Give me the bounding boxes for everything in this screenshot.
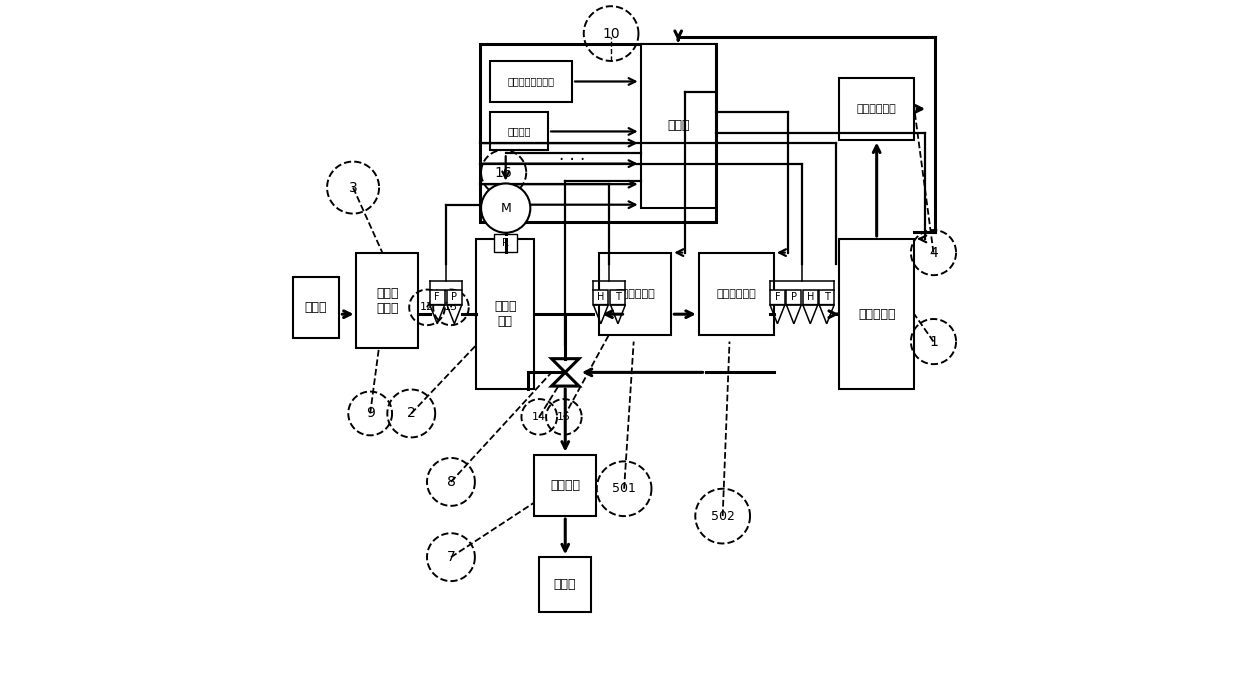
Text: 3: 3 xyxy=(348,181,357,195)
Bar xyxy=(599,253,671,335)
Text: H: H xyxy=(598,292,605,302)
Bar xyxy=(539,558,590,612)
Text: 1: 1 xyxy=(929,335,937,348)
Text: 8: 8 xyxy=(446,475,455,489)
Text: 控制器: 控制器 xyxy=(667,119,689,132)
Text: 空气压
缩机: 空气压 缩机 xyxy=(494,300,517,328)
Bar xyxy=(480,44,715,221)
Text: 2: 2 xyxy=(407,406,415,420)
Text: R: R xyxy=(502,238,510,248)
Text: 502: 502 xyxy=(711,510,734,522)
Text: 9: 9 xyxy=(366,406,374,420)
Text: 进气口: 进气口 xyxy=(305,301,327,314)
Text: F: F xyxy=(434,292,440,302)
Text: 燃料电池堆: 燃料电池堆 xyxy=(858,308,895,321)
Text: P: P xyxy=(451,292,458,302)
Bar xyxy=(494,234,517,252)
Bar xyxy=(293,277,340,338)
Bar xyxy=(839,239,914,389)
Text: T: T xyxy=(823,292,830,302)
Bar xyxy=(446,290,461,304)
Text: 目标参数: 目标参数 xyxy=(507,126,531,136)
Text: 4: 4 xyxy=(929,246,937,259)
Bar xyxy=(593,290,609,304)
Text: 501: 501 xyxy=(613,482,636,495)
Text: 15: 15 xyxy=(557,412,570,422)
Text: 14: 14 xyxy=(532,412,547,422)
Bar xyxy=(641,44,715,208)
Text: 温度调节装置: 温度调节装置 xyxy=(615,288,655,299)
Bar xyxy=(610,290,625,304)
Text: 旁通支路: 旁通支路 xyxy=(551,479,580,492)
Text: M: M xyxy=(500,201,511,215)
Text: · · ·: · · · xyxy=(559,151,585,169)
Text: T: T xyxy=(615,292,621,302)
Circle shape xyxy=(481,184,531,233)
Bar xyxy=(698,253,774,335)
Text: 16: 16 xyxy=(495,166,512,179)
Text: P: P xyxy=(791,292,797,302)
Bar xyxy=(356,253,418,348)
Bar xyxy=(802,290,818,304)
Bar xyxy=(490,61,572,102)
Text: H: H xyxy=(806,292,813,302)
Bar xyxy=(770,290,785,304)
Bar xyxy=(839,78,914,139)
Text: 燃料电池输出参数: 燃料电池输出参数 xyxy=(507,77,554,86)
Text: 13: 13 xyxy=(444,302,458,313)
Bar xyxy=(534,455,596,516)
Text: 10: 10 xyxy=(603,27,620,41)
Text: 12: 12 xyxy=(420,302,434,313)
Text: 湿度调节装置: 湿度调节装置 xyxy=(717,288,756,299)
Text: 排气口: 排气口 xyxy=(553,578,577,591)
Bar xyxy=(476,239,534,389)
Text: 7: 7 xyxy=(446,550,455,564)
Text: 空气过
滤装置: 空气过 滤装置 xyxy=(376,286,398,315)
Bar xyxy=(786,290,801,304)
Bar xyxy=(430,290,445,304)
Text: 电力转换装置: 电力转换装置 xyxy=(857,104,897,114)
Text: F: F xyxy=(775,292,780,302)
Bar xyxy=(820,290,835,304)
Bar xyxy=(490,112,548,150)
